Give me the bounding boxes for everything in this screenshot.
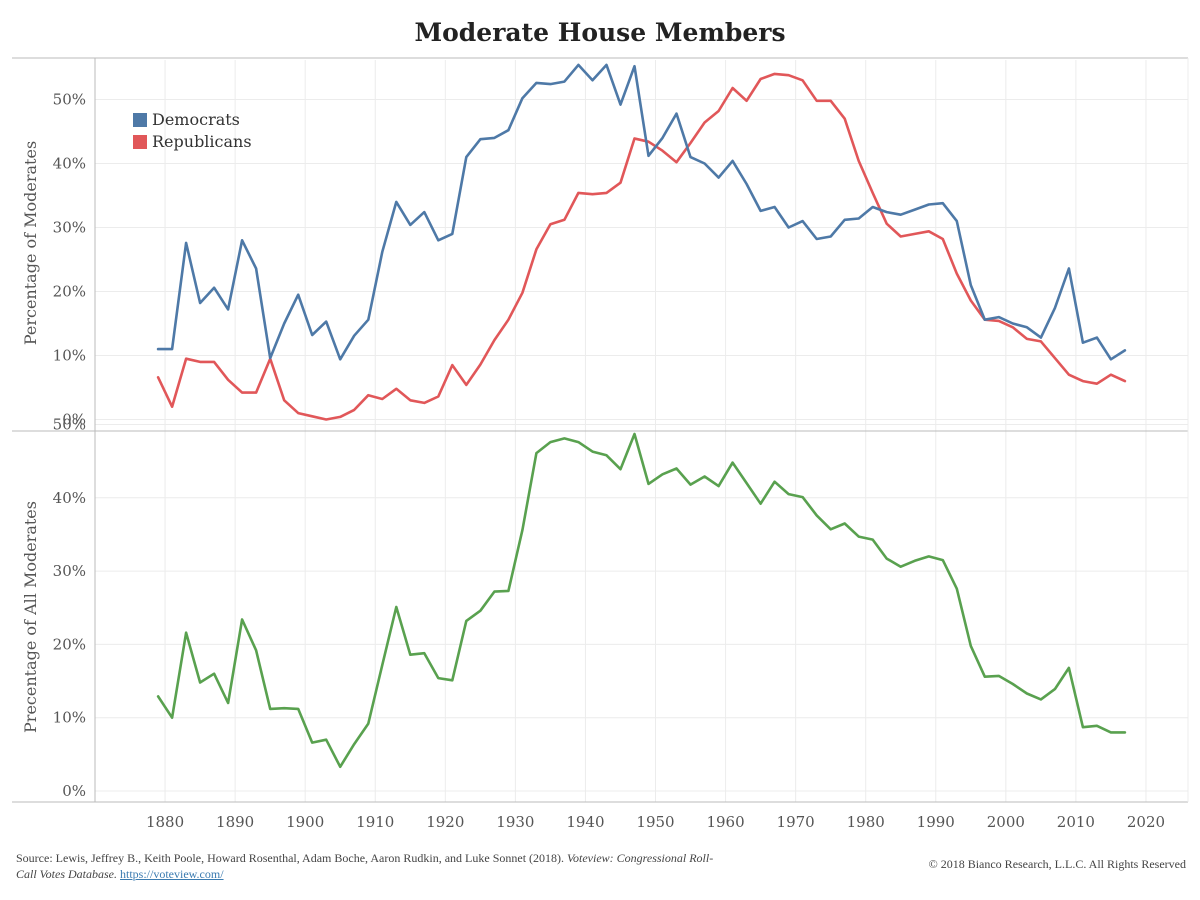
x-tick-label: 1890	[216, 813, 254, 831]
x-tick-label: 1940	[566, 813, 604, 831]
top-panel: 0% 10% 20% 30% 40% 50% Percentage of Moderates…	[21, 63, 1127, 429]
x-tick-label: 1920	[426, 813, 464, 831]
x-tick-label: 2000	[987, 813, 1025, 831]
top-y-tick-label: 10%	[53, 347, 86, 365]
republicans-line	[156, 72, 1127, 421]
x-tick-label: 2010	[1057, 813, 1095, 831]
legend-swatch	[133, 135, 147, 149]
source-link[interactable]: https://voteview.com/	[120, 867, 224, 881]
bottom-y-axis-title: Precentage of All Moderates	[21, 501, 40, 733]
x-tick-label: 1970	[777, 813, 815, 831]
x-tick-label: 1880	[146, 813, 184, 831]
x-tick-label: 2020	[1127, 813, 1165, 831]
all-moderates-line	[156, 432, 1127, 769]
x-axis: 1880 1890 1900 1910 1920 1930 1940 1950 1960 1970…	[146, 813, 1165, 831]
bottom-y-tick-label: 20%	[53, 635, 86, 653]
chart-title: Moderate House Members	[414, 18, 786, 47]
source-note: Source: Lewis, Jeffrey B., Keith Poole, …	[16, 850, 716, 882]
top-y-tick-label: 0%	[62, 411, 86, 429]
x-tick-label: 1960	[706, 813, 744, 831]
democrats-line	[156, 63, 1127, 361]
x-tick-label: 1910	[356, 813, 394, 831]
source-title: Voteview: Congressional Roll-Call Votes …	[16, 851, 714, 881]
bottom-y-tick-label: 10%	[53, 709, 86, 727]
bottom-y-tick-label: 50%	[53, 416, 86, 434]
legend-label: Democrats	[152, 110, 240, 129]
legend-label: Republicans	[152, 132, 252, 151]
x-tick-label: 1980	[847, 813, 885, 831]
x-tick-label: 1930	[496, 813, 534, 831]
bottom-y-tick-label: 40%	[53, 489, 86, 507]
legend-item-republicans: Republicans	[133, 132, 252, 151]
top-y-tick-label: 50%	[53, 91, 86, 109]
bottom-y-tick-label: 30%	[53, 562, 86, 580]
top-y-tick-label: 30%	[53, 219, 86, 237]
top-y-tick-label: 40%	[53, 155, 86, 173]
bottom-y-tick-label: 0%	[62, 782, 86, 800]
top-y-axis-title: Percentage of Moderates	[21, 141, 40, 345]
copyright-note: © 2018 Bianco Research, L.L.C. All Right…	[928, 857, 1186, 871]
bottom-panel: 0% 10% 20% 30% 40% 50% Precentage of All Moder…	[21, 416, 1127, 800]
x-tick-label: 1950	[636, 813, 674, 831]
plot-frame	[12, 57, 1189, 803]
source-citation: Source: Lewis, Jeffrey B., Keith Poole, …	[16, 851, 568, 865]
x-tick-label: 1990	[917, 813, 955, 831]
top-y-tick-label: 20%	[53, 283, 86, 301]
legend-swatch	[133, 113, 147, 127]
legend: Democrats Republicans	[133, 110, 252, 151]
legend-item-democrats: Democrats	[133, 110, 240, 129]
x-tick-label: 1900	[286, 813, 324, 831]
